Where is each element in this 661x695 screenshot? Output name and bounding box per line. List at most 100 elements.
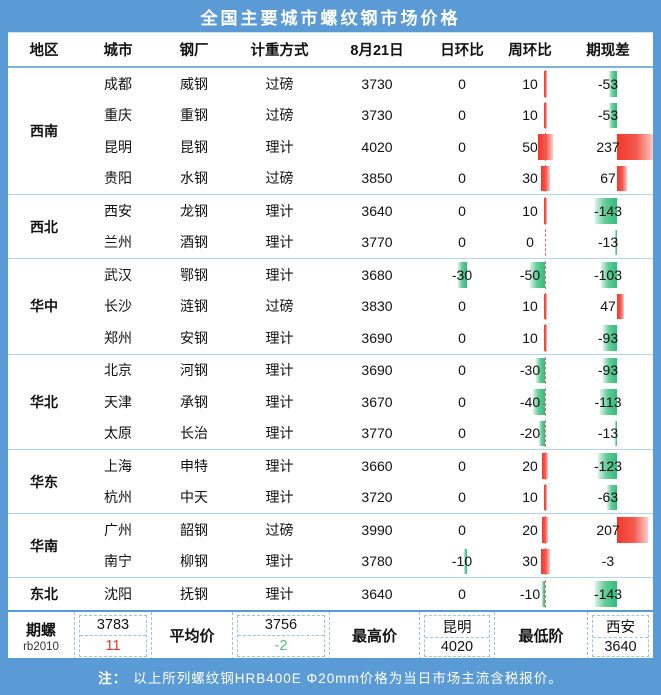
method-cell: 理计 <box>232 353 327 386</box>
highest-label: 最高价 <box>351 628 397 645</box>
cell-value: -13 <box>597 234 619 251</box>
cell-value: -123 <box>593 457 623 474</box>
method-cell: 过磅 <box>232 513 327 546</box>
cell-value: -10 <box>451 553 473 570</box>
cell-value: -103 <box>593 266 623 283</box>
day-change-cell: 0 <box>427 386 497 418</box>
col-header-day-chg: 日环比 <box>427 33 497 68</box>
price-cell: 4020 <box>361 138 393 155</box>
negative-data-bar <box>533 389 545 415</box>
negative-data-bar <box>542 581 545 607</box>
mill-cell: 河钢 <box>156 353 232 386</box>
method-cell: 理计 <box>265 553 294 570</box>
lowest-price-box: 西安 3640 <box>592 614 649 657</box>
price-cell: 3830 <box>361 298 393 315</box>
week-change-cell: 10 <box>497 291 563 323</box>
city-cell: 沈阳 <box>80 577 156 610</box>
city-cell: 成都 <box>80 66 156 100</box>
cell-value: -143 <box>593 585 623 602</box>
week-change-cell: 20 <box>497 513 563 546</box>
day-change-cell: 0 <box>427 513 497 546</box>
cell-value: -20 <box>519 425 541 442</box>
header-row: 地区 城市 钢厂 计重方式 8月21日 日环比 周环比 期现差 <box>8 33 653 68</box>
cell-value: 50 <box>522 138 538 155</box>
cell-value: -30 <box>451 266 473 283</box>
cell-value: 0 <box>458 393 466 410</box>
day-change-cell: 0 <box>427 291 497 323</box>
mill-cell: 昆钢 <box>180 138 208 155</box>
futures-change-value: 11 <box>80 635 146 656</box>
basis-cell: 207 <box>563 513 653 546</box>
method-cell: 理计 <box>265 425 294 442</box>
cell-value: 0 <box>458 585 466 602</box>
price-cell: 3770 <box>361 234 393 251</box>
futures-code: rb2010 <box>23 640 59 653</box>
basis-cell: -93 <box>563 353 653 386</box>
day-change-cell: 0 <box>427 163 497 195</box>
price-cell: 3720 <box>361 489 393 506</box>
table-header: 地区 城市 钢厂 计重方式 8月21日 日环比 周环比 期现差 <box>8 33 653 68</box>
negative-data-bar <box>599 389 617 415</box>
price-cell: 3730 <box>361 107 393 124</box>
city-cell: 西安 <box>80 194 156 227</box>
basis-cell: -93 <box>563 322 653 354</box>
week-change-cell: 50 <box>497 131 563 163</box>
positive-data-bar <box>540 165 550 191</box>
cell-value: 0 <box>458 425 466 442</box>
cell-value: 10 <box>522 298 538 315</box>
futures-contract-cell: 期螺 rb2010 <box>8 611 75 658</box>
cell-value: 0 <box>458 362 466 379</box>
cell-value: 0 <box>458 170 466 187</box>
table-row: 杭州 中天 理计 3720 0 10 -63 <box>8 482 653 514</box>
mill-cell: 承钢 <box>180 393 208 410</box>
week-change-cell: 0 <box>497 227 563 259</box>
day-change-cell: 0 <box>427 353 497 386</box>
average-price-value: 3756 <box>264 617 298 634</box>
cell-value: 47 <box>600 298 616 315</box>
price-cell: 3660 <box>327 449 427 482</box>
col-header-method: 计重方式 <box>232 33 327 68</box>
cell-value: 10 <box>522 107 538 124</box>
negative-data-bar <box>602 325 617 351</box>
day-change-cell: -30 <box>427 258 497 291</box>
basis-cell: -13 <box>563 227 653 259</box>
page-title: 全国主要城市螺纹钢市场价格 <box>200 8 461 28</box>
cell-value: 0 <box>458 298 466 315</box>
table-row: 西北 西安 龙钢 理计 3640 0 10 -143 <box>8 194 653 259</box>
bar-axis <box>545 388 546 416</box>
lowest-label-cell: 最低阶 <box>495 611 588 658</box>
day-change-cell: 0 <box>427 227 497 259</box>
city-cell: 北京 <box>80 353 156 386</box>
cell-value: 20 <box>522 521 538 538</box>
negative-data-bar <box>536 357 545 383</box>
cell-value: 0 <box>458 489 466 506</box>
week-change-cell: -40 <box>497 386 563 418</box>
lowest-city: 西安 <box>606 619 635 636</box>
col-header-mill: 钢厂 <box>156 33 232 68</box>
lowest-label: 最低阶 <box>518 628 564 645</box>
col-header-city: 城市 <box>80 33 156 68</box>
price-cell: 3690 <box>327 353 427 386</box>
method-cell: 理计 <box>232 577 327 610</box>
cell-value: 20 <box>522 457 538 474</box>
negative-data-bar <box>608 71 617 97</box>
table-row: 天津 承钢 理计 3670 0 -40 -113 <box>8 386 653 418</box>
col-header-week-chg: 周环比 <box>497 33 563 68</box>
week-change-cell: 30 <box>497 546 563 578</box>
mill-cell: 抚钢 <box>156 577 232 610</box>
positive-data-bar <box>543 198 547 224</box>
mill-cell: 柳钢 <box>180 553 208 570</box>
negative-data-bar <box>595 581 617 607</box>
positive-data-bar <box>543 102 547 128</box>
cell-value: -53 <box>597 75 619 92</box>
cell-value: -143 <box>593 202 623 219</box>
table-row: 贵阳 水钢 过磅 3850 0 30 67 <box>8 163 653 195</box>
region-cell: 东北 <box>8 577 80 610</box>
basis-cell: -53 <box>563 100 653 132</box>
cell-value: -53 <box>597 107 619 124</box>
positive-data-bar <box>617 517 649 543</box>
price-cell: 3990 <box>327 513 427 546</box>
week-change-cell: 10 <box>497 322 563 354</box>
bar-axis <box>545 419 546 447</box>
mill-cell: 中天 <box>180 489 208 506</box>
